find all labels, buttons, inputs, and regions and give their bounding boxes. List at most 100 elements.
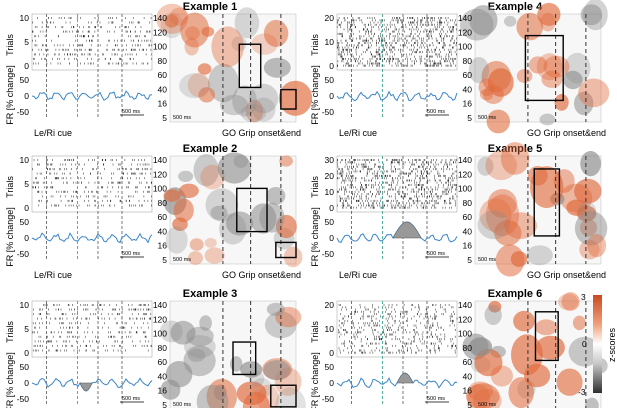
fr-trace bbox=[336, 90, 458, 102]
spectrogram-blob bbox=[251, 33, 278, 55]
fr-trace bbox=[31, 90, 153, 101]
highlight-box bbox=[534, 311, 559, 362]
freq-tick-label: 120 bbox=[153, 27, 167, 37]
spectrogram-blob bbox=[279, 155, 293, 167]
freq-tick-label: 100 bbox=[153, 184, 167, 194]
highlight-box bbox=[232, 341, 257, 376]
freq-tick-label: 16 bbox=[158, 241, 168, 251]
spectrogram-blob bbox=[526, 245, 553, 266]
fr-trace bbox=[336, 372, 458, 389]
trials-tick-label: 5 bbox=[24, 37, 29, 47]
freq-tick-label: 5 bbox=[467, 113, 472, 123]
spectrogram-blob bbox=[504, 15, 517, 27]
spectrogram-blob bbox=[275, 387, 306, 408]
freq-tick-label: 40 bbox=[463, 226, 473, 236]
spectrogram-blob bbox=[485, 150, 517, 181]
spectrogram-blob bbox=[574, 178, 602, 204]
spectrogram-blob bbox=[469, 5, 498, 36]
colorbar-tick-top: 3 bbox=[581, 292, 586, 302]
spectrogram-blob bbox=[179, 183, 199, 198]
freq-tick-label: 100 bbox=[458, 329, 472, 339]
spectrogram-blob bbox=[481, 61, 512, 93]
fr-tick-label: 50 bbox=[20, 217, 30, 227]
spectrogram-blob bbox=[561, 292, 580, 311]
spectrogram-blob bbox=[173, 198, 194, 223]
fr-trace bbox=[31, 377, 153, 392]
spectrogram-blob bbox=[467, 384, 491, 408]
spectrogram-blob bbox=[219, 213, 247, 245]
freq-tick-label: 100 bbox=[458, 184, 472, 194]
fr-tick-label: -50 bbox=[322, 394, 335, 404]
event-label-right: GO Grip onset&end bbox=[527, 128, 606, 138]
spectrogram-blob bbox=[467, 381, 494, 401]
freq-tick-label: 140 bbox=[153, 300, 167, 310]
spectrogram-blob bbox=[477, 210, 511, 240]
spectrogram-blob bbox=[156, 3, 188, 34]
fr-tick-label: -50 bbox=[17, 107, 30, 117]
highlight-box bbox=[533, 168, 561, 237]
trials-axis-label: Trials bbox=[5, 176, 15, 198]
spectrogram-blob bbox=[240, 104, 267, 123]
raster-spikes bbox=[338, 304, 458, 354]
spectrogram-blob bbox=[479, 88, 494, 101]
event-label-right: GO Grip onset&end bbox=[222, 128, 301, 138]
fr-tick-label: -50 bbox=[17, 394, 30, 404]
fr-significance-area bbox=[396, 372, 414, 384]
spectrogram-blob bbox=[204, 247, 225, 264]
freq-tick-label: 100 bbox=[153, 42, 167, 52]
highlight-box bbox=[236, 187, 268, 233]
fr-tick-label: 50 bbox=[20, 362, 30, 372]
spectrogram-blob bbox=[478, 78, 495, 97]
spectrogram-blob bbox=[210, 205, 228, 220]
spectrogram-blob bbox=[248, 371, 265, 387]
spectrogram-blob bbox=[585, 397, 599, 408]
spectrogram-blob bbox=[494, 220, 522, 246]
spectrogram-blob bbox=[240, 361, 263, 378]
freq-tick-label: 60 bbox=[158, 357, 168, 367]
freq-tick-label: 100 bbox=[458, 42, 472, 52]
fr-tick-label: 0 bbox=[24, 378, 29, 388]
spectrogram-scalebar-label: 500 ms bbox=[173, 257, 191, 263]
fr-tick-label: 50 bbox=[20, 75, 30, 85]
freq-tick-label: 60 bbox=[158, 212, 168, 222]
freq-tick-label: 80 bbox=[463, 198, 473, 208]
spectrogram-blob bbox=[580, 4, 603, 26]
trials-tick-label: 10 bbox=[20, 300, 30, 310]
trials-tick-label: 10 bbox=[20, 13, 30, 23]
freq-tick-label: 80 bbox=[158, 56, 168, 66]
spectrogram-blob bbox=[199, 315, 212, 331]
colorbar-label: z-scores bbox=[607, 328, 617, 363]
freq-tick-label: 120 bbox=[458, 27, 472, 37]
trials-tick-label: 10 bbox=[325, 324, 335, 334]
freq-tick-label: 100 bbox=[153, 329, 167, 339]
freq-tick-label: 40 bbox=[158, 226, 168, 236]
fr-tick-label: 0 bbox=[329, 378, 334, 388]
spectrogram-blob bbox=[535, 319, 558, 336]
spectrogram-scalebar-label: 500 ms bbox=[478, 115, 496, 121]
spectrogram-blob bbox=[587, 234, 607, 258]
trials-tick-label: 0 bbox=[24, 203, 29, 213]
trials-tick-label: 0 bbox=[329, 203, 334, 213]
freq-tick-label: 140 bbox=[458, 13, 472, 23]
spectrogram-blob bbox=[556, 368, 583, 396]
freq-tick-label: 140 bbox=[153, 13, 167, 23]
trials-tick-label: 5 bbox=[24, 179, 29, 189]
spectrogram-blob bbox=[263, 57, 291, 78]
freq-tick-label: 140 bbox=[458, 155, 472, 165]
colorbar: 3 0 -3 z-scores bbox=[578, 292, 617, 397]
fr-axis-label: FR [% change] bbox=[310, 65, 320, 125]
spectrogram-blob bbox=[193, 154, 219, 187]
spectrogram-blob bbox=[226, 211, 254, 236]
spectrogram-scalebar-label: 500 ms bbox=[173, 115, 191, 121]
fr-tick-label: 50 bbox=[325, 75, 335, 85]
spectrogram-blob bbox=[516, 69, 533, 83]
spectrogram-blob bbox=[259, 202, 285, 233]
raster-spikes bbox=[32, 17, 152, 65]
highlight-box bbox=[524, 34, 564, 102]
scalebar-label: 500 ms bbox=[122, 109, 140, 115]
spectrogram-blob bbox=[180, 12, 210, 48]
trials-axis-label: Trials bbox=[310, 34, 320, 56]
